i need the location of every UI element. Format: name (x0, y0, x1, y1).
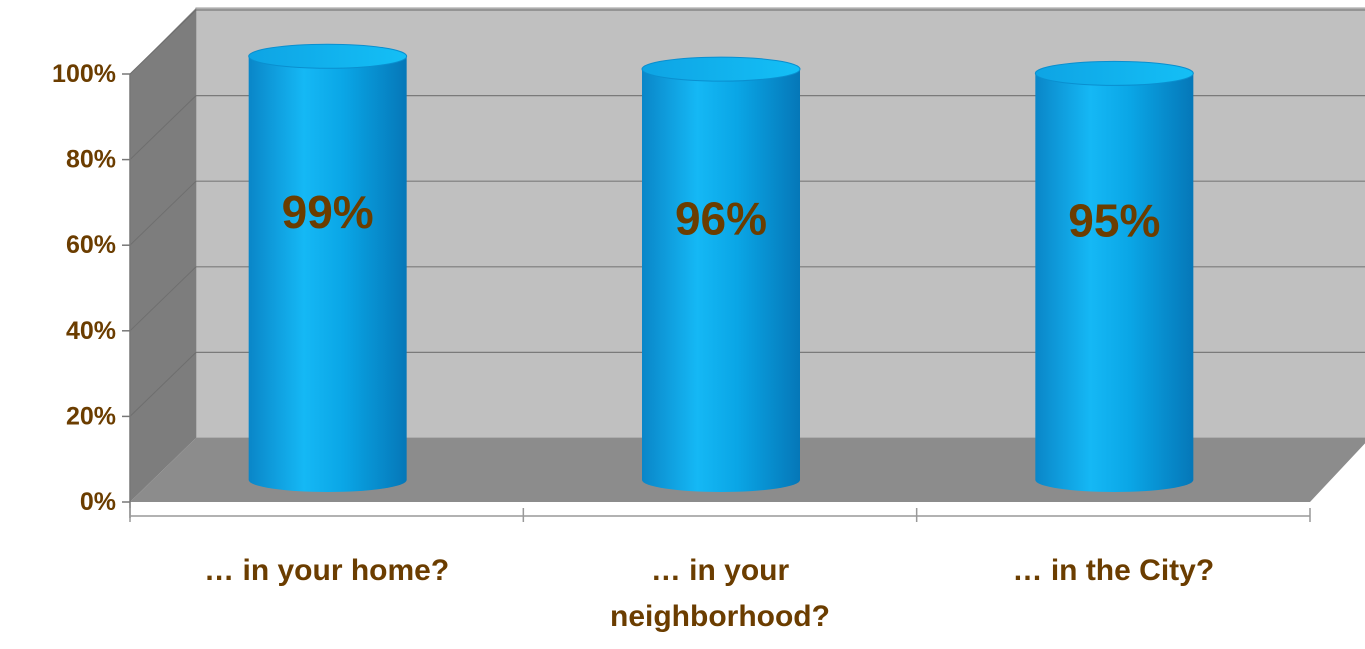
bar-top (248, 43, 408, 69)
labels: 0% 20% 40% 60% 80% 100% 99% … in your home? 96% …… (52, 60, 1214, 633)
bar (248, 43, 408, 492)
gridline-side (129, 180, 197, 246)
data-label: 95% (1068, 195, 1160, 247)
gridline-side (129, 352, 197, 417)
bar-body (642, 69, 800, 493)
gridline-side (129, 95, 197, 160)
y-tick-label: 60% (66, 231, 116, 259)
x-tick-label: … in your (651, 554, 790, 587)
bar-top (1034, 60, 1194, 86)
y-tick-label: 40% (66, 317, 116, 345)
data-label: 96% (675, 193, 767, 245)
x-tick-label: neighborhood? (610, 600, 830, 633)
bars (248, 43, 1194, 493)
gridline-side (129, 9, 197, 75)
bar (641, 56, 801, 493)
side-wall (130, 8, 196, 502)
bar-top (641, 56, 801, 82)
y-tick-label: 0% (80, 488, 116, 516)
y-tick-label: 100% (52, 60, 116, 88)
x-tick-label: … in the City? (1012, 554, 1214, 587)
y-tick-label: 80% (66, 146, 116, 174)
x-tick-label: … in your home? (204, 554, 449, 587)
y-tick-label: 20% (66, 402, 116, 430)
bar-body (1035, 73, 1194, 493)
bar-body (248, 56, 407, 492)
gridline-side (129, 266, 197, 332)
bar (1034, 60, 1194, 493)
axes (122, 73, 1311, 522)
data-label: 99% (282, 186, 374, 238)
